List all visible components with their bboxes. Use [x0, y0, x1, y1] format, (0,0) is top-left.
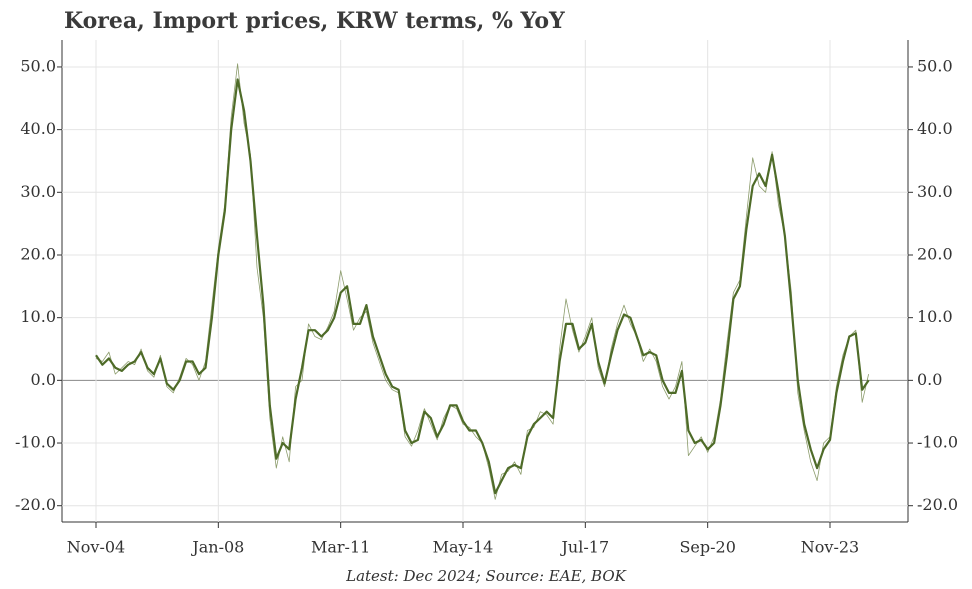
y-tick-label: 20.0 [20, 244, 56, 263]
y2-tick-label: 50.0 [917, 56, 953, 75]
y2-tick-label: 10.0 [917, 307, 953, 326]
y-tick-label: 40.0 [20, 119, 56, 138]
source-note: Latest: Dec 2024; Source: EAE, BOK [345, 567, 627, 585]
y2-tick-label: -20.0 [917, 495, 958, 514]
chart-title: Korea, Import prices, KRW terms, % YoY [64, 8, 565, 34]
y-tick-label: -20.0 [15, 495, 56, 514]
y2-tick-label: 40.0 [917, 119, 953, 138]
y-tick-label: -10.0 [15, 433, 56, 452]
x-tick-label: May-14 [433, 538, 494, 557]
y-tick-label: 0.0 [31, 370, 56, 389]
y-tick-label: 30.0 [20, 182, 56, 201]
x-tick-label: Jul-17 [560, 538, 610, 557]
y-tick-label: 50.0 [20, 56, 56, 75]
x-tick-label: Nov-04 [67, 538, 125, 557]
x-tick-label: Jan-08 [190, 538, 244, 557]
y2-tick-label: 20.0 [917, 244, 953, 263]
x-tick-label: Nov-23 [801, 538, 859, 557]
y2-tick-label: 0.0 [917, 370, 942, 389]
series-line [95, 78, 870, 495]
y-tick-label: 10.0 [20, 307, 56, 326]
x-tick-label: Mar-11 [311, 538, 370, 557]
y2-tick-label: -10.0 [917, 433, 958, 452]
y2-tick-label: 30.0 [917, 182, 953, 201]
x-tick-label: Sep-20 [679, 538, 735, 557]
